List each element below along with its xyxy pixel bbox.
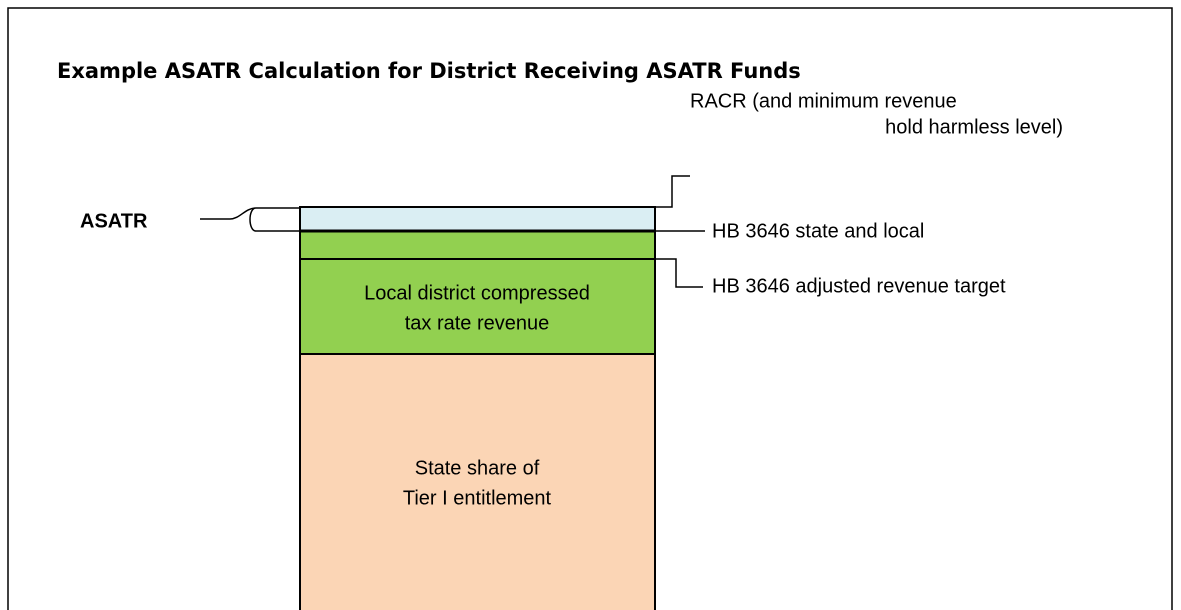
hb-segment <box>299 230 656 260</box>
asatr-label: ASATR <box>80 210 148 232</box>
frame <box>7 7 1173 610</box>
adjusted-label: HB 3646 adjusted revenue target <box>712 275 1006 297</box>
local-segment <box>299 258 656 355</box>
asatr-segment <box>299 206 656 232</box>
state-segment <box>299 353 656 610</box>
asatr-bracket <box>200 207 300 232</box>
local-label: tax rate revenue <box>405 312 550 334</box>
state-local-label: HB 3646 state and local <box>712 220 924 242</box>
state-label: Tier I entitlement <box>403 487 552 509</box>
state-label: State share of <box>415 457 540 479</box>
racr-label: RACR (and minimum revenue <box>690 90 957 112</box>
racr-connector <box>655 175 690 208</box>
racr-label: hold harmless level) <box>885 116 1063 138</box>
local-label: Local district compressed <box>364 282 590 304</box>
title: Example ASATR Calculation for District R… <box>57 59 801 83</box>
adjusted-connector <box>655 258 703 288</box>
